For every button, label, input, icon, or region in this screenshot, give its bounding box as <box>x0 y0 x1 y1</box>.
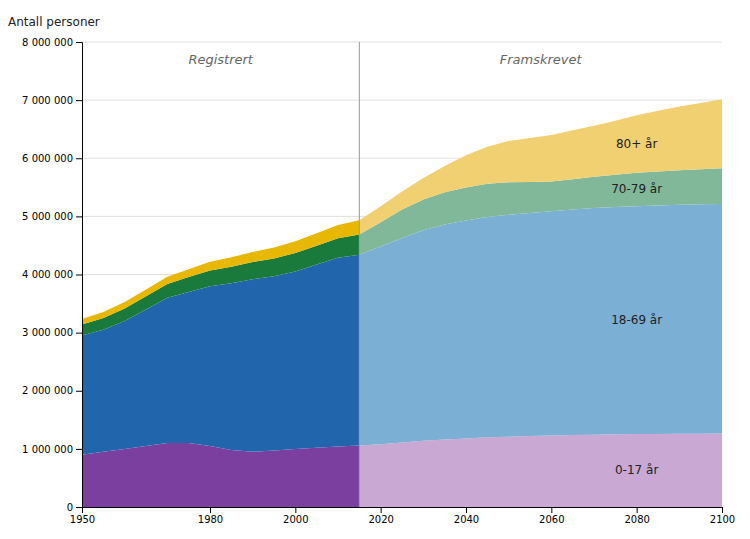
x-tick-mark <box>210 507 211 513</box>
x-tick: 2020 <box>368 507 393 525</box>
y-tick-label: 2 000 000 <box>22 385 73 396</box>
series-label: 80+ år <box>616 137 657 151</box>
x-tick: 2080 <box>624 507 649 525</box>
x-tick-mark <box>551 507 552 513</box>
y-tick: 0 <box>67 502 82 513</box>
chart-container: 1950 1980 2000 2020 2040 2060 2080 2100 0 1 000 0… <box>0 0 750 539</box>
x-axis: 1950 1980 2000 2020 2040 2060 2080 2100 <box>70 507 735 525</box>
section-label: Framskrevet <box>500 52 583 67</box>
x-tick-label: 2060 <box>539 514 564 525</box>
area <box>359 99 722 234</box>
x-axis-line <box>83 508 723 514</box>
x-tick-mark <box>381 507 382 513</box>
y-tick-mark <box>76 216 82 217</box>
y-axis-title: Antall personer <box>8 15 100 29</box>
y-tick-mark <box>76 158 82 159</box>
y-tick-label: 7 000 000 <box>22 95 73 106</box>
series-label: 70-79 år <box>611 182 662 196</box>
area <box>82 255 359 455</box>
area <box>82 234 359 335</box>
y-tick-mark <box>76 507 82 508</box>
y-tick-label: 1 000 000 <box>22 444 73 455</box>
x-tick-mark <box>722 507 723 513</box>
area <box>359 433 722 507</box>
x-tick-label: 2100 <box>710 514 735 525</box>
x-tick-label: 2020 <box>368 514 393 525</box>
x-tick: 2000 <box>283 507 308 525</box>
area <box>82 220 359 324</box>
area <box>82 443 359 507</box>
x-tick: 2100 <box>710 507 735 525</box>
y-axis-line <box>76 43 83 508</box>
divider-line <box>359 42 360 507</box>
section-label: Registrert <box>188 52 253 67</box>
x-tick-mark <box>295 507 296 513</box>
y-tick-label: 0 <box>67 502 73 513</box>
x-tick-label: 2080 <box>624 514 649 525</box>
y-tick-label: 4 000 000 <box>22 269 73 280</box>
y-tick: 8 000 000 <box>22 37 82 48</box>
x-tick-label: 1950 <box>70 514 95 525</box>
x-tick: 2040 <box>454 507 479 525</box>
y-tick-mark <box>76 449 82 450</box>
grid-line <box>82 42 722 43</box>
y-tick-label: 5 000 000 <box>22 211 73 222</box>
y-tick-label: 3 000 000 <box>22 327 73 338</box>
y-tick: 3 000 000 <box>22 327 82 338</box>
y-tick: 7 000 000 <box>22 95 82 106</box>
y-tick-mark <box>76 391 82 392</box>
y-tick-label: 8 000 000 <box>22 37 73 48</box>
y-tick-mark <box>76 42 82 43</box>
plot: 1950 1980 2000 2020 2040 2060 2080 2100 0 1 000 0… <box>8 15 735 525</box>
grid <box>82 42 722 507</box>
y-tick-mark <box>76 333 82 334</box>
x-tick-label: 1980 <box>198 514 223 525</box>
series-label: 18-69 år <box>611 313 662 327</box>
x-tick-mark <box>466 507 467 513</box>
chart-svg: 1950 1980 2000 2020 2040 2060 2080 2100 0 1 000 0… <box>0 0 750 539</box>
y-tick: 5 000 000 <box>22 211 82 222</box>
y-tick: 4 000 000 <box>22 269 82 280</box>
x-tick: 2060 <box>539 507 564 525</box>
y-tick-label: 6 000 000 <box>22 153 73 164</box>
x-tick: 1980 <box>198 507 223 525</box>
y-tick-mark <box>76 100 82 101</box>
y-tick: 6 000 000 <box>22 153 82 164</box>
area <box>359 204 722 446</box>
y-tick: 2 000 000 <box>22 385 82 396</box>
y-tick-mark <box>76 275 82 276</box>
y-axis: 0 1 000 000 2 000 000 3 000 000 4 000 000 5 0… <box>22 37 82 513</box>
series-label: 0-17 år <box>615 463 658 477</box>
x-tick-label: 2040 <box>454 514 479 525</box>
areas <box>82 42 722 507</box>
y-tick: 1 000 000 <box>22 444 82 455</box>
x-tick: 1950 <box>70 507 95 525</box>
x-tick-label: 2000 <box>283 514 308 525</box>
x-tick-mark <box>637 507 638 513</box>
grid-line <box>82 100 722 101</box>
